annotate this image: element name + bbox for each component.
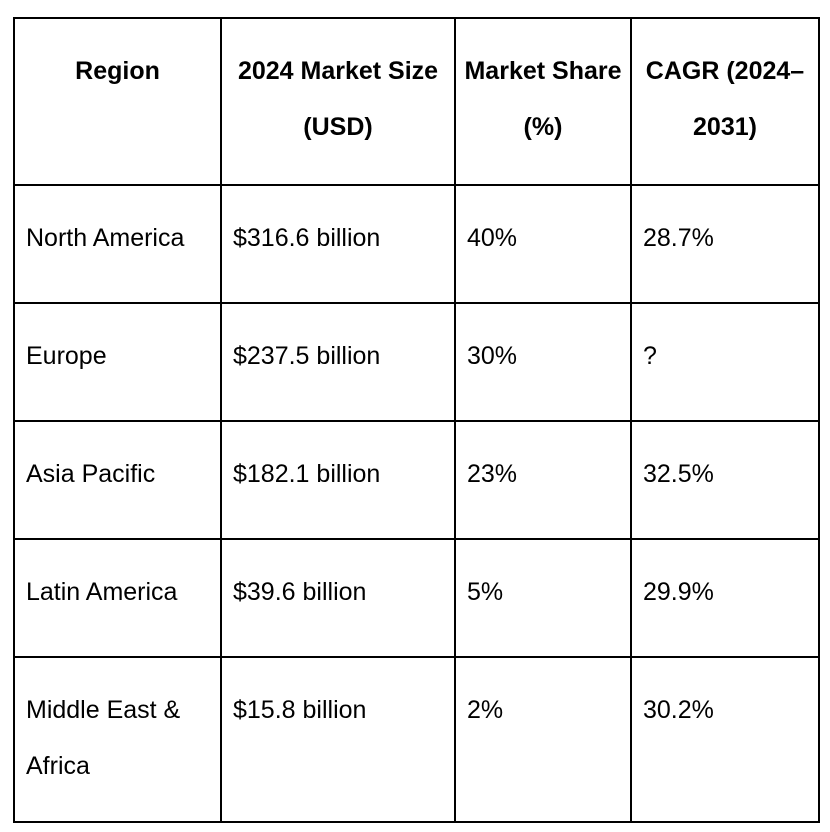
cell-region: Latin America: [13, 538, 222, 658]
header-cell-market-size: 2024 Market Size (USD): [220, 17, 456, 186]
cell-cagr-unknown: ?: [630, 302, 820, 422]
cell-cagr: 30.2%: [630, 656, 820, 823]
cell-market-share: 5%: [454, 538, 632, 658]
cell-market-share: 40%: [454, 184, 632, 304]
cell-market-size: $182.1 billion: [220, 420, 456, 540]
cell-market-share: 2%: [454, 656, 632, 823]
header-row: Region 2024 Market Size (USD) Market Sha…: [13, 17, 820, 186]
cell-market-size: $15.8 billion: [220, 656, 456, 823]
cell-region: Asia Pacific: [13, 420, 222, 540]
table-row-asia-pacific: Asia Pacific $182.1 billion 23% 32.5%: [13, 420, 820, 540]
header-cell-region: Region: [13, 17, 222, 186]
header-cell-cagr: CAGR (2024–2031): [630, 17, 820, 186]
table-row-middle-east-africa: Middle East & Africa $15.8 billion 2% 30…: [13, 656, 820, 823]
cell-cagr: 28.7%: [630, 184, 820, 304]
cell-market-size: $316.6 billion: [220, 184, 456, 304]
cell-region: North America: [13, 184, 222, 304]
cell-market-size: $39.6 billion: [220, 538, 456, 658]
table-header: Region 2024 Market Size (USD) Market Sha…: [13, 17, 820, 186]
cell-market-share: 23%: [454, 420, 632, 540]
regional-market-table: Region 2024 Market Size (USD) Market Sha…: [13, 17, 820, 823]
table-row-latin-america: Latin America $39.6 billion 5% 29.9%: [13, 538, 820, 658]
cell-market-size: $237.5 billion: [220, 302, 456, 422]
cell-market-share: 30%: [454, 302, 632, 422]
header-cell-market-share: Market Share (%): [454, 17, 632, 186]
cell-cagr: 32.5%: [630, 420, 820, 540]
table-body: North America $316.6 billion 40% 28.7% E…: [13, 184, 820, 823]
table-row-europe: Europe $237.5 billion 30% ?: [13, 302, 820, 422]
cell-cagr: 29.9%: [630, 538, 820, 658]
cell-region: Europe: [13, 302, 222, 422]
table-row-north-america: North America $316.6 billion 40% 28.7%: [13, 184, 820, 304]
cell-region: Middle East & Africa: [13, 656, 222, 823]
